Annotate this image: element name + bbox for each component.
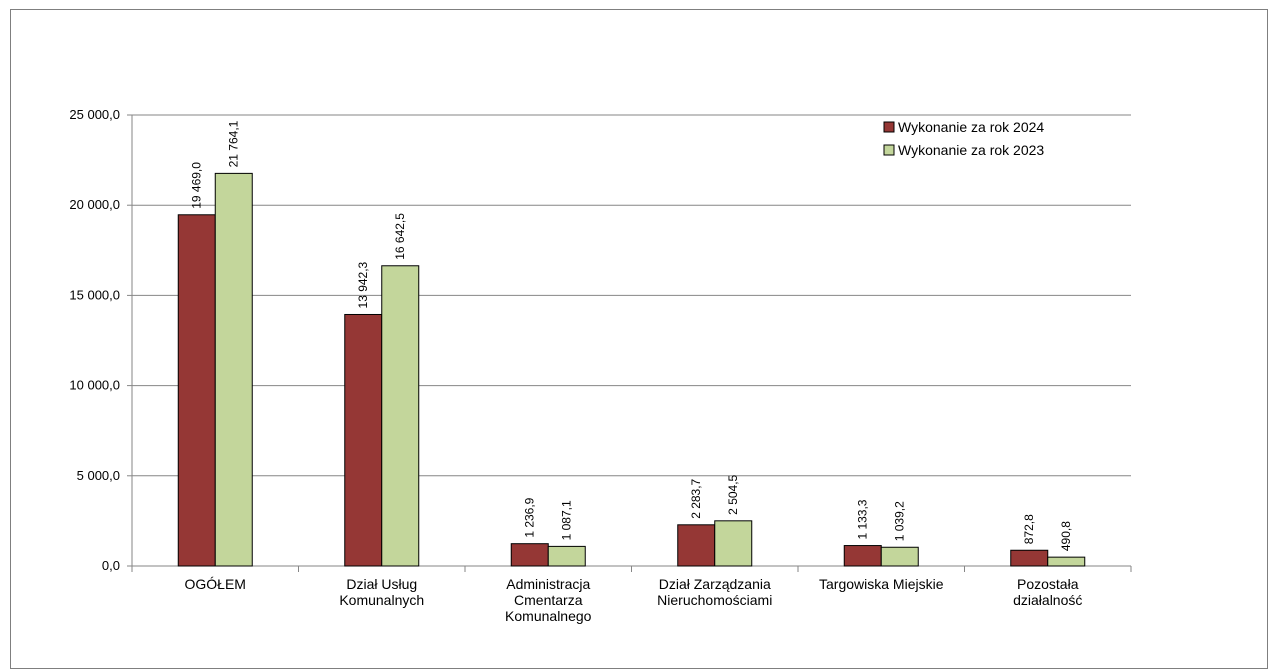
data-labels: 19 469,0 13 942,3 1 236,9 2 283,7 1 133,3 872… <box>190 120 1074 551</box>
bar-2023 <box>547 545 586 567</box>
bar-2024 <box>1010 549 1049 567</box>
bar-2023 <box>381 265 420 567</box>
y-tick-label: 5 000,0 <box>77 468 120 483</box>
data-label: 1 236,9 <box>523 497 537 537</box>
gridlines <box>132 114 1131 477</box>
data-label: 2 283,7 <box>689 478 703 518</box>
y-tick-label: 10 000,0 <box>69 378 120 393</box>
legend-label: Wykonanie za rok 2024 <box>898 119 1044 135</box>
bar-2023 <box>1047 556 1086 567</box>
category-label: Pozostała <box>1017 576 1079 592</box>
y-tick-label: 20 000,0 <box>69 197 120 212</box>
bar-2024 <box>843 545 882 567</box>
bar-2023 <box>214 172 253 567</box>
legend-swatch <box>883 144 895 156</box>
category-label: Komunalnego <box>505 608 592 624</box>
bar-2024 <box>677 524 716 567</box>
data-label: 19 469,0 <box>190 162 204 209</box>
bar-2024 <box>510 543 549 567</box>
bar-2024 <box>177 214 216 567</box>
bars <box>177 172 1086 567</box>
category-label: Administracja <box>506 576 590 592</box>
data-label: 2 504,5 <box>726 474 740 514</box>
category-label: Cmentarza <box>514 592 583 608</box>
category-label: Targowiska Miejskie <box>819 576 944 592</box>
category-label: Komunalnych <box>339 592 424 608</box>
category-label: Dział Zarządzania <box>659 576 771 592</box>
data-label: 490,8 <box>1059 521 1073 551</box>
legend: Wykonanie za rok 2024 Wykonanie za rok 20… <box>883 119 1044 158</box>
data-label: 1 133,3 <box>856 499 870 539</box>
bar-chart: 0,0 5 000,0 10 000,0 15 000,0 20 000,0 25 000… <box>69 107 1132 624</box>
legend-swatch <box>883 121 895 133</box>
y-tick-label: 25 000,0 <box>69 107 120 122</box>
bar-2024 <box>344 313 383 567</box>
data-label: 13 942,3 <box>356 261 370 308</box>
data-label: 872,8 <box>1022 514 1036 544</box>
category-label: Nieruchomościami <box>657 592 772 608</box>
bar-2023 <box>714 520 753 567</box>
axes: 0,0 5 000,0 10 000,0 15 000,0 20 000,0 25 000… <box>69 107 1132 573</box>
data-label: 21 764,1 <box>227 120 241 167</box>
category-label: OGÓŁEM <box>185 576 246 592</box>
bar-2023 <box>880 546 919 567</box>
y-tick-label: 15 000,0 <box>69 287 120 302</box>
y-tick-label: 0,0 <box>102 558 120 573</box>
data-label: 16 642,5 <box>393 213 407 260</box>
category-label: działalność <box>1013 592 1082 608</box>
data-label: 1 039,2 <box>893 501 907 541</box>
category-label: Dział Usług <box>346 576 417 592</box>
legend-label: Wykonanie za rok 2023 <box>898 142 1044 158</box>
data-label: 1 087,1 <box>560 500 574 540</box>
